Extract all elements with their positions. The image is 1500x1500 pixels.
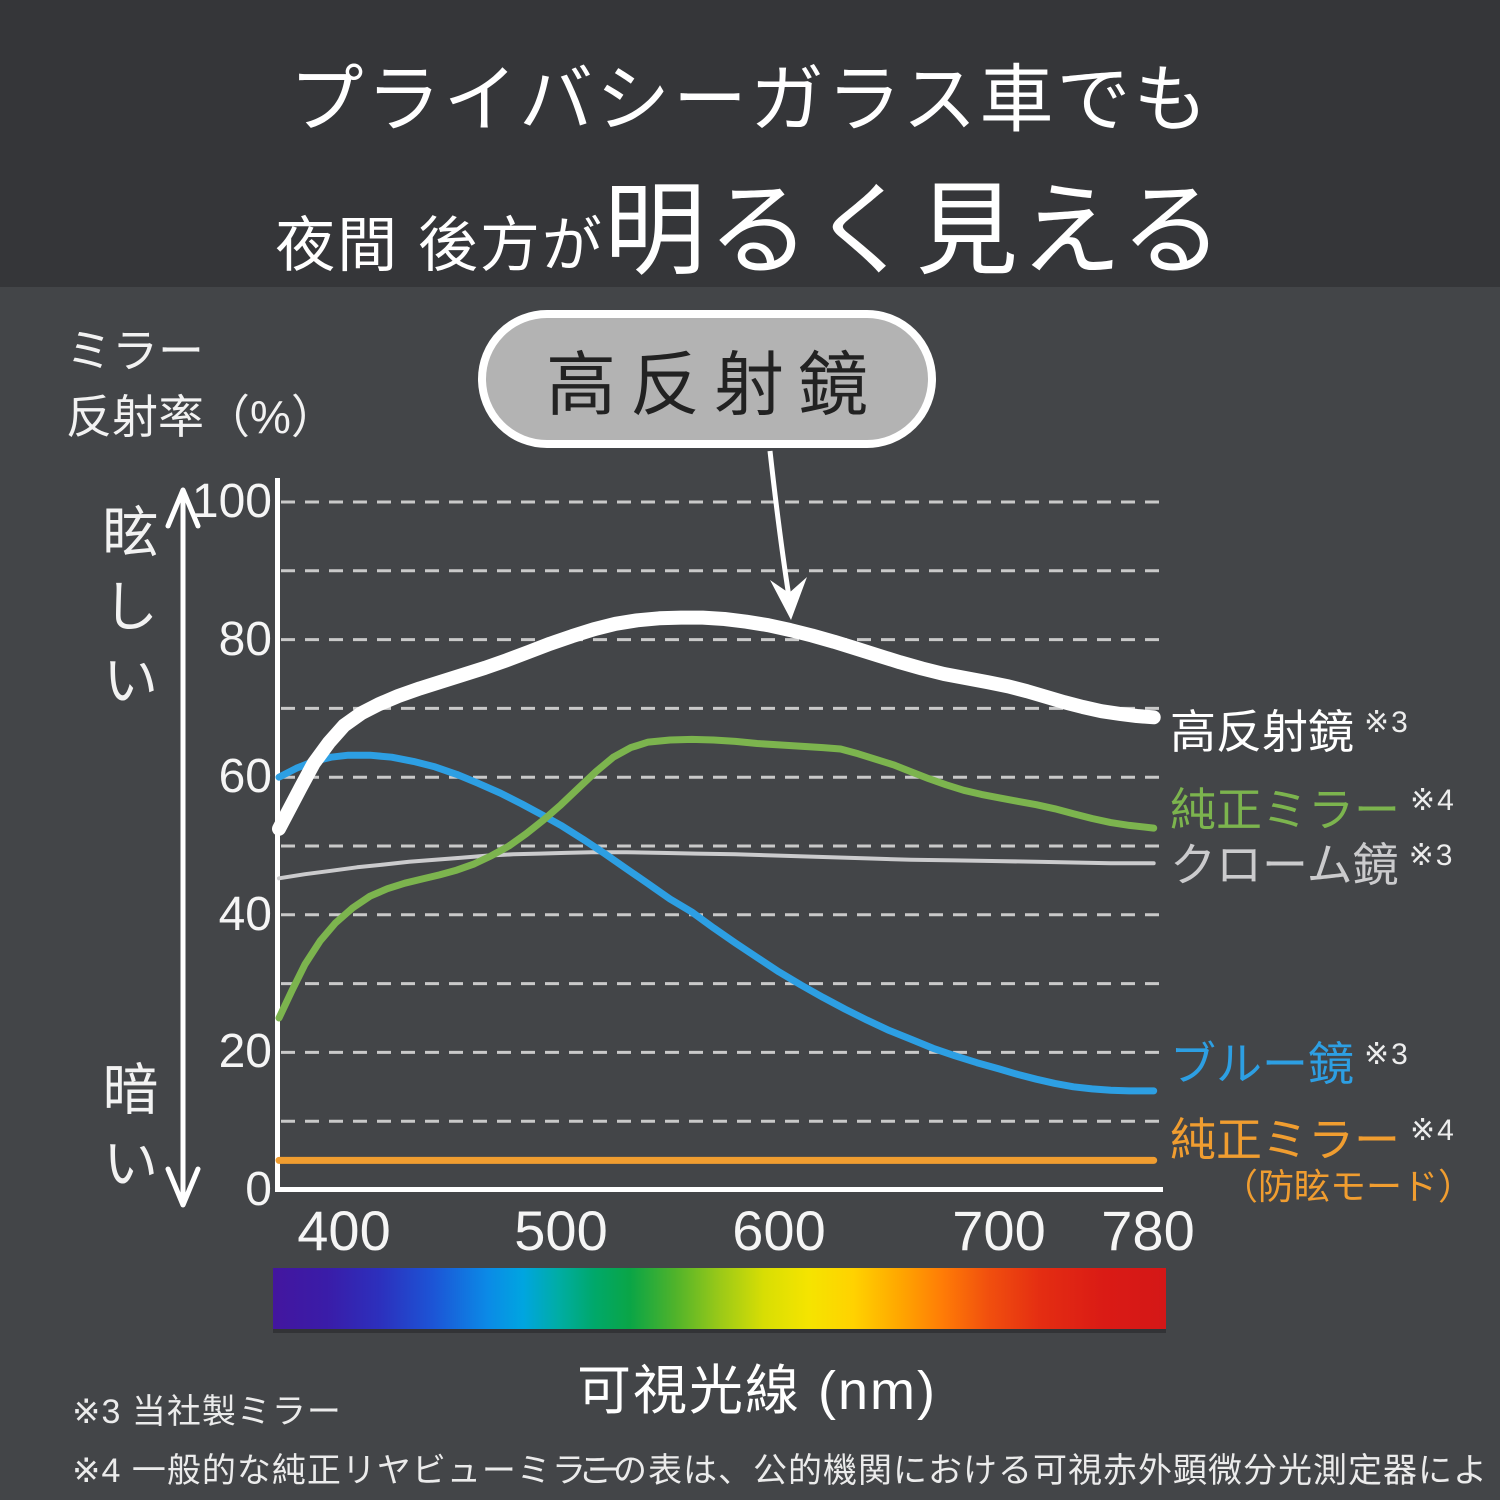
series-label-text: ブルー鏡 — [1170, 1038, 1354, 1090]
series-line-0 — [272, 610, 1161, 836]
page-title-line2: 夜間 後方が 明るく見える — [0, 149, 1500, 296]
callout-arrow-line — [767, 450, 792, 598]
y-axis-title: ミラー 反射率（%） — [66, 318, 337, 450]
series-label-note: ※3 — [1408, 838, 1455, 872]
y-axis-title-line2: 反射率（%） — [66, 391, 337, 443]
footnote-4: ※4 一般的な純正リヤビューミラー — [72, 1452, 622, 1490]
glare-dark-arrow — [165, 487, 201, 1208]
page-title-line2-large: 明るく見える — [603, 174, 1225, 288]
series-label-2: クローム鏡 ※3 — [1170, 829, 1454, 895]
y-tick-label-20: 20 — [218, 1025, 272, 1079]
series-label-note: ※3 — [1364, 1037, 1410, 1071]
series-label-note: ※3 — [1364, 705, 1410, 739]
x-tick-label-600: 600 — [732, 1199, 826, 1262]
callout-label: 高反射鏡 — [546, 345, 882, 424]
series-label-0: 高反射鏡 ※3 — [1170, 696, 1410, 762]
series-label-text: クローム鏡 — [1170, 839, 1399, 891]
y-axis-top-label: 眩しい — [95, 503, 158, 725]
series-line-1 — [275, 735, 1158, 1022]
y-tick-label-40: 40 — [218, 887, 272, 941]
series-label-note: ※4 — [1410, 1113, 1456, 1147]
series-label-sub: （防眩モード） — [1222, 1166, 1475, 1207]
series-line-2 — [277, 850, 1156, 881]
page-title-line2-small: 夜間 後方が — [275, 212, 604, 279]
x-axis-unit-label: 可視光線 (nm) — [577, 1361, 937, 1421]
y-axis-bottom-label: 暗い — [95, 1060, 158, 1208]
y-tick-label-60: 60 — [218, 750, 272, 804]
y-tick-label-80: 80 — [218, 612, 272, 666]
x-tick-label-400: 400 — [297, 1199, 391, 1262]
callout-bubble: 高反射鏡 — [478, 310, 936, 448]
y-tick-label-100: 100 — [191, 475, 272, 528]
callout-arrowhead — [770, 577, 807, 620]
series-label-text: 純正ミラー — [1170, 1114, 1400, 1166]
x-tick-label-780: 780 — [1101, 1199, 1195, 1262]
series-label-text: 純正ミラー — [1170, 784, 1400, 836]
x-tick-label-700: 700 — [952, 1199, 1046, 1262]
series-label-note: ※4 — [1410, 783, 1456, 817]
footnote-3: ※3 当社製ミラー — [72, 1393, 342, 1431]
series-label-text: 高反射鏡 — [1170, 706, 1354, 758]
x-tick-label-500: 500 — [514, 1199, 608, 1262]
series-line-3 — [275, 751, 1158, 1095]
y-tick-label-0: 0 — [245, 1163, 272, 1216]
y-axis-title-line1: ミラー — [66, 325, 204, 377]
footnote-measurement: この表は、公的機関における可視赤外顕微分光測定器による測定結果 — [578, 1452, 1488, 1490]
visible-spectrum-bar — [273, 1268, 1166, 1329]
page-title-line1: プライバシーガラス車でも — [289, 58, 1211, 141]
series-label-1: 純正ミラー ※4 — [1170, 774, 1456, 840]
series-label-4: 純正ミラー ※4 — [1170, 1104, 1456, 1170]
header-banner: プライバシーガラス車でも 夜間 後方が 明るく見える — [0, 0, 1500, 288]
series-label-3: ブルー鏡 ※3 — [1170, 1028, 1410, 1094]
